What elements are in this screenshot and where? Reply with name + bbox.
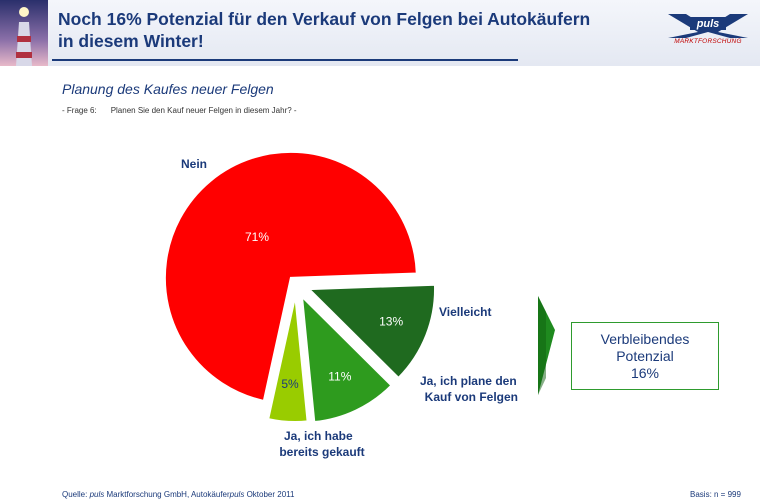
slice-plane	[300, 293, 393, 424]
slice-gekauft	[306, 283, 436, 380]
slice-vielleicht-percent: 5%	[281, 377, 299, 391]
slice-vielleicht	[267, 295, 309, 423]
logo-text: puls	[696, 18, 720, 30]
arrow-icon	[538, 296, 555, 395]
potential-line-2: Potenzial	[616, 348, 674, 364]
slice-nein-percent: 71%	[245, 230, 269, 244]
potential-box: Verbleibendes Potenzial 16%	[571, 322, 719, 390]
slice-gekauft-percent: 13%	[379, 314, 403, 328]
potential-line-1: Verbleibendes	[600, 331, 690, 347]
page-title: Noch 16% Potenzial für den Verkauf von F…	[58, 8, 618, 52]
title-line-1: Noch 16% Potenzial für den Verkauf von F…	[58, 9, 591, 29]
slice-nein	[163, 150, 418, 403]
question-body: Planen Sie den Kauf neuer Felgen in dies…	[110, 106, 297, 115]
header-background	[0, 0, 760, 66]
title-line-2: in diesem Winter!	[58, 31, 204, 51]
label-vielleicht: Vielleicht	[439, 305, 491, 319]
potential-value: 16%	[630, 365, 660, 381]
title-underline	[52, 59, 518, 61]
question-prefix: - Frage 6:	[62, 106, 97, 115]
label-plane: Ja, ich plane den Kauf von Felgen	[420, 374, 520, 404]
basis-note: Basis: n = 999	[690, 490, 741, 499]
chart-subtitle: Planung des Kaufes neuer Felgen	[62, 81, 274, 97]
pie-slices	[163, 150, 436, 424]
puls-logo: puls	[668, 14, 748, 38]
label-gekauft: Ja, ich habe bereits gekauft	[279, 429, 364, 459]
label-nein: Nein	[181, 157, 207, 171]
lighthouse-icon	[0, 0, 48, 66]
source-note: Quelle: puls Marktforschung GmbH, Autokä…	[62, 490, 295, 499]
logo-subtext: MARKTFORSCHUNG	[674, 38, 742, 45]
pie-percent-labels: 71% 5% 11% 13%	[245, 230, 403, 391]
question-text: - Frage 6: Planen Sie den Kauf neuer Felg…	[62, 106, 297, 115]
slice-plane-percent: 11%	[328, 369, 351, 383]
